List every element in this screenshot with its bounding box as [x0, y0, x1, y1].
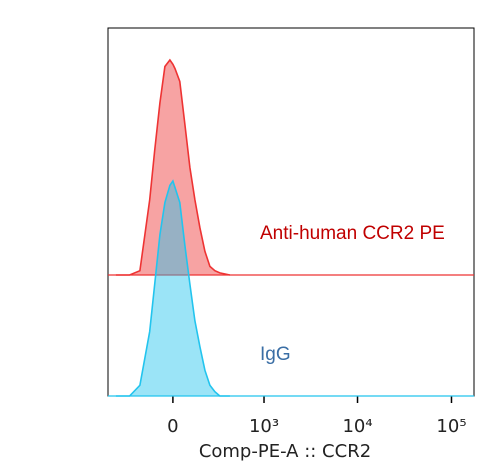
x-tick-label: 10⁵: [436, 416, 466, 437]
x-tick-label: 10⁴: [342, 416, 372, 437]
x-tick-label: 10³: [249, 416, 279, 437]
histogram-area: [115, 181, 230, 396]
series-label: IgG: [260, 344, 291, 365]
histogram-line: [115, 179, 230, 397]
x-tick-label: 0: [167, 416, 178, 437]
series-label: Anti-human CCR2 PE: [260, 223, 445, 244]
x-axis-label: Comp-PE-A :: CCR2: [199, 441, 371, 462]
histogram-line: [115, 58, 231, 276]
histogram-area: [115, 60, 230, 275]
